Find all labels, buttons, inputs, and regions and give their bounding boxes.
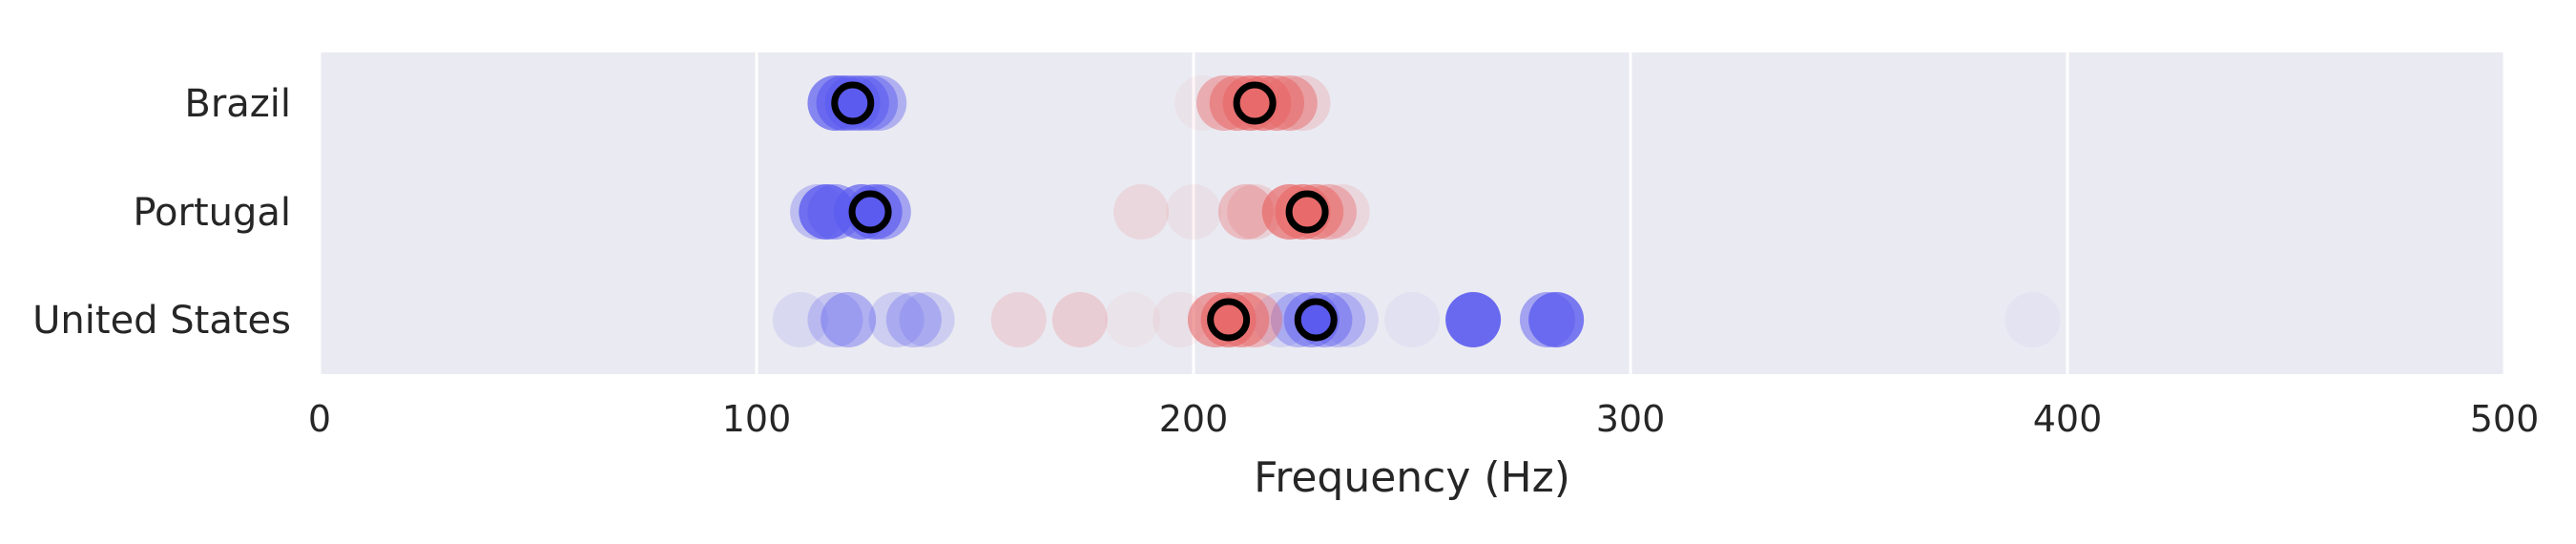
plot-area (320, 52, 2504, 374)
data-point (1314, 184, 1370, 240)
data-point (772, 292, 828, 347)
x-tick-label: 400 (2033, 398, 2103, 440)
x-axis-label: Frequency (Hz) (1254, 453, 1570, 502)
x-grid (318, 52, 2506, 374)
data-point (1113, 184, 1170, 240)
data-point (1445, 292, 1502, 347)
data-point (899, 292, 955, 347)
x-tick-label: 0 (308, 398, 331, 440)
data-point (2005, 292, 2061, 347)
mean-marker (1294, 298, 1338, 342)
mean-marker (831, 81, 875, 125)
category-labels: Brazil Portugal United States (32, 82, 291, 343)
mean-markers (831, 81, 1338, 342)
x-tick-labels: 0 100 200 300 400 500 (308, 398, 2539, 440)
data-point (1104, 292, 1160, 347)
mean-marker (1207, 298, 1251, 342)
data-point (868, 292, 924, 347)
x-tick-label: 100 (722, 398, 792, 440)
data-point (1322, 292, 1379, 347)
x-tick-label: 300 (1596, 398, 1666, 440)
data-point (807, 292, 863, 347)
data-point (1051, 292, 1108, 347)
mean-marker (1285, 190, 1329, 234)
category-label: United States (32, 299, 291, 343)
data-point (1166, 184, 1221, 240)
data-point (990, 292, 1047, 347)
data-point (885, 292, 942, 347)
data-point (1384, 292, 1440, 347)
x-tick-label: 500 (2470, 398, 2540, 440)
data-point (1261, 75, 1318, 131)
mean-marker (848, 190, 892, 234)
data-point (1275, 75, 1331, 131)
data-point (1217, 184, 1274, 240)
mean-marker (1233, 81, 1277, 125)
category-label: Brazil (184, 82, 291, 126)
x-tick-label: 200 (1159, 398, 1229, 440)
data-point (821, 292, 877, 347)
category-label: Portugal (133, 191, 291, 235)
data-point (1528, 292, 1585, 347)
